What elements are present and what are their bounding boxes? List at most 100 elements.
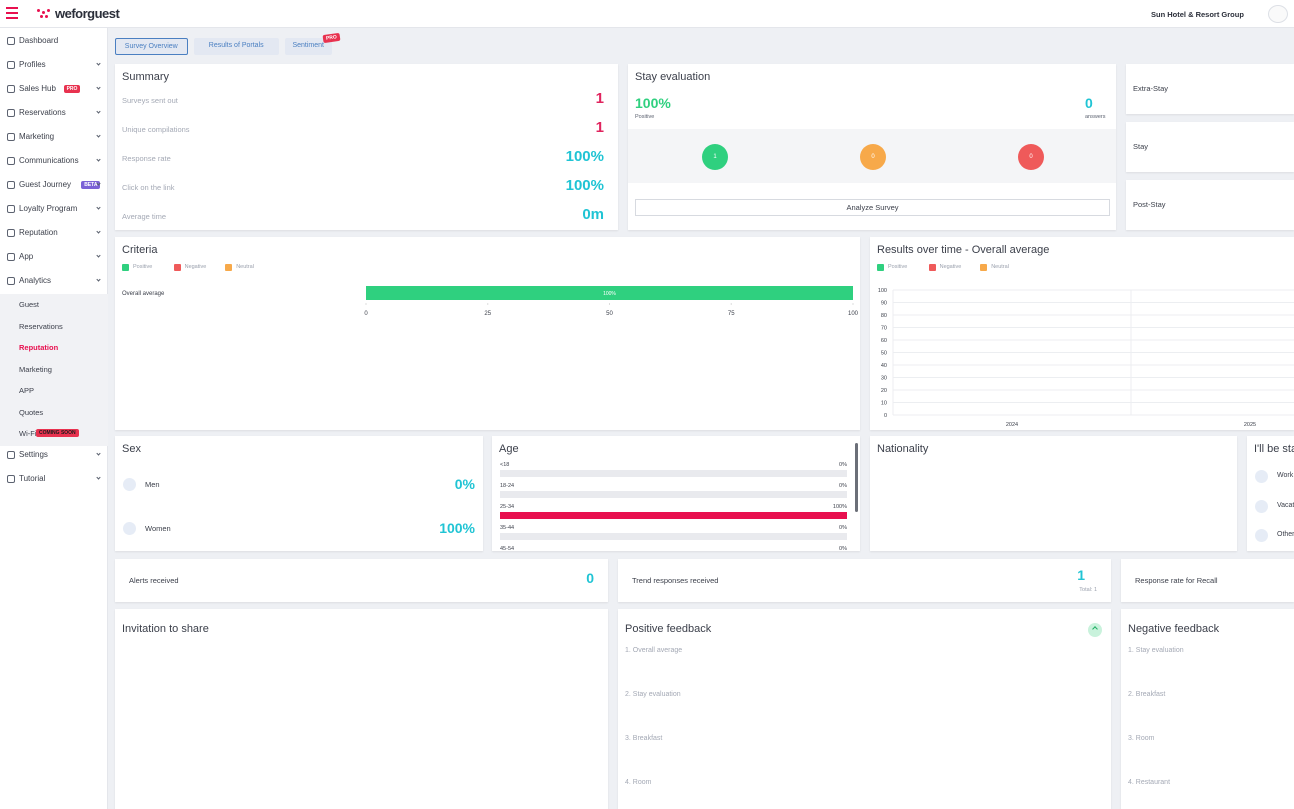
y-tick-label: 60 — [881, 338, 887, 344]
menu-bar — [6, 7, 18, 9]
nav-item[interactable]: Marketing — [19, 132, 55, 141]
positive-label: Positive — [635, 114, 655, 120]
option-icon — [1255, 499, 1268, 513]
y-tick-label: 10 — [881, 401, 887, 407]
nav-item[interactable]: Profiles — [19, 60, 46, 69]
x-tick-label: 2025 — [1244, 422, 1256, 428]
logo-dot — [37, 9, 40, 12]
submenu-item[interactable]: Quotes — [19, 407, 44, 417]
nationality-card: Nationality — [870, 436, 1237, 551]
y-tick-label: 30 — [881, 376, 887, 382]
card-title: Criteria — [122, 244, 158, 256]
age-label: 25-34 — [500, 504, 514, 510]
y-tick-label: 50 — [881, 351, 887, 357]
feedback-item: 2. Breakfast — [1128, 691, 1166, 698]
menu-bar — [6, 17, 18, 19]
feedback-item: 1. Stay evaluation — [1128, 647, 1184, 654]
summary-label: Response rate — [122, 154, 171, 163]
answers-count: 0 — [1085, 95, 1093, 111]
logo-dot — [45, 15, 48, 18]
legend-swatch — [877, 264, 884, 271]
nav-item[interactable]: Tutorial — [19, 474, 46, 483]
scrollbar — [855, 443, 858, 512]
sex-label: Men — [145, 480, 160, 489]
feedback-item: 1. Overall average — [625, 647, 683, 654]
card-title: Positive feedback — [625, 623, 712, 635]
y-tick-label: 0 — [884, 413, 887, 419]
card-title: Negative feedback — [1128, 623, 1220, 635]
age-label: 35-44 — [500, 525, 514, 531]
sex-value: 0% — [454, 476, 475, 492]
negative-feedback-card: Negative feedback 1. Stay evaluation 2. Br… — [1121, 609, 1294, 809]
nav-icon — [7, 133, 15, 141]
legend-label: Positive — [888, 264, 908, 270]
submenu-item[interactable]: Marketing — [19, 364, 52, 374]
logo-dot — [40, 15, 43, 18]
option-icon — [1255, 529, 1268, 542]
kpi-card: Trend responses received 1 Total: 1 — [618, 559, 1111, 602]
stage-label: Stay — [1133, 142, 1149, 151]
menu-button[interactable] — [6, 7, 18, 19]
kpi-note: Total: 1 — [1079, 587, 1097, 593]
nav-item[interactable]: Settings — [19, 450, 48, 459]
nav-item[interactable]: App — [19, 252, 34, 261]
avatar[interactable] — [1268, 5, 1288, 23]
nav-icon — [7, 253, 15, 261]
nav-item[interactable]: Reservations — [19, 108, 66, 117]
age-label: 18-24 — [500, 483, 514, 489]
age-value-label: 100% — [833, 504, 847, 510]
submenu-item[interactable]: Wi-Fi — [19, 429, 37, 438]
nav-icon — [7, 85, 15, 93]
stage-card: Post-Stay — [1126, 180, 1294, 230]
summary-value: 0m — [582, 206, 604, 223]
arrow — [1092, 626, 1098, 632]
chart: 0 10 20 30 40 50 60 70 80 90 100 2024 2025 — [878, 288, 1294, 428]
y-tick-label: 100 — [878, 288, 887, 294]
stage-label: Post-Stay — [1133, 200, 1166, 209]
submenu-item[interactable]: Guest — [19, 300, 40, 309]
tab[interactable]: Survey Overview — [115, 38, 188, 55]
sex-label: Women — [145, 524, 171, 533]
trend-up-icon — [1088, 623, 1102, 637]
submenu-item[interactable]: Reputation — [19, 343, 59, 352]
nav-item[interactable]: Dashboard — [19, 36, 59, 45]
nav-icon — [7, 157, 15, 165]
submenu-item[interactable]: APP — [19, 386, 35, 395]
y-tick-label: 70 — [881, 326, 887, 332]
chart: <18 0% 18-24 0% 25-34 100% 35-44 0% 45-54 0% — [500, 443, 858, 551]
age-value-label: 0% — [839, 462, 847, 468]
card-title: Invitation to share — [122, 623, 209, 635]
nav-item[interactable]: Guest Journey — [19, 180, 72, 189]
nav-badge: PRO — [63, 85, 81, 93]
summary-value: 1 — [595, 119, 604, 136]
submenu-item[interactable]: Reservations — [19, 321, 63, 331]
nav-item[interactable]: Loyalty Program — [19, 204, 78, 213]
sex-card: Sex Men 0% Women 100% — [115, 436, 483, 551]
feedback-item: 4. Room — [625, 779, 652, 786]
nav-item[interactable]: Communications — [19, 156, 79, 165]
age-label: 45-54 — [500, 546, 514, 551]
legend-swatch — [225, 264, 233, 271]
sex-value: 100% — [439, 520, 475, 536]
tab[interactable]: Results of Portals — [193, 38, 279, 55]
logo-dot — [42, 11, 45, 14]
tab[interactable]: Sentiment — [284, 38, 332, 55]
nav-item[interactable]: Analytics — [19, 276, 52, 285]
menu-bar — [6, 12, 18, 14]
summary-label: Surveys sent out — [122, 96, 178, 105]
analyze-button[interactable]: Analyze Survey — [635, 199, 1110, 216]
option-label: Vacation — [1277, 501, 1294, 509]
stay-purpose-card: I'll be staying Work Vacation Other — [1247, 436, 1294, 551]
results-card: Results over time - Overall average Posit… — [870, 237, 1294, 430]
nav-item[interactable]: Reputation — [19, 228, 58, 237]
summary-label: Unique compilations — [122, 125, 190, 134]
feedback-item: 2. Stay evaluation — [625, 691, 681, 698]
count-circle: 0 — [860, 144, 886, 170]
answers-label: answers — [1085, 114, 1106, 120]
logo-dot — [47, 9, 50, 12]
nav-icon — [7, 475, 15, 483]
nav-item[interactable]: Sales Hub — [19, 84, 56, 93]
tab-badge: PRO — [322, 32, 340, 44]
